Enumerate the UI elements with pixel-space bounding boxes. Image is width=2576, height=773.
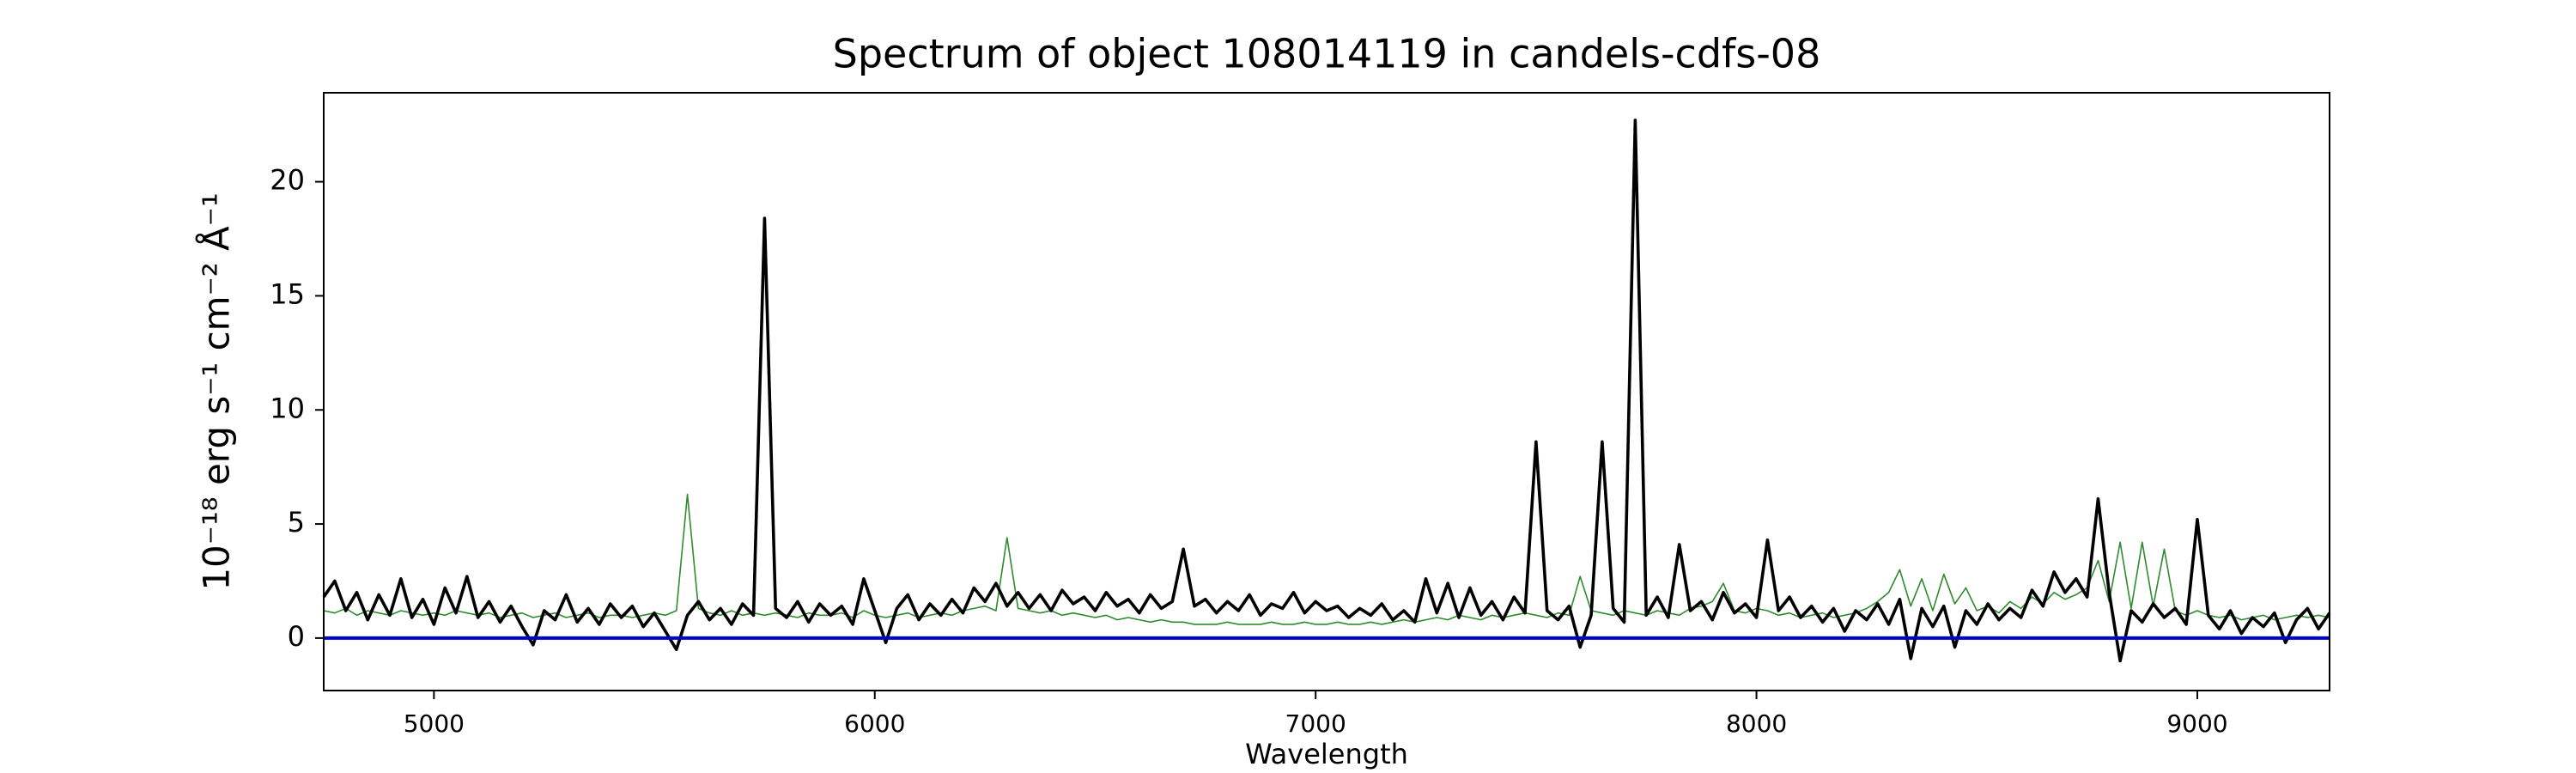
- plot-frame: [323, 92, 2330, 691]
- spectrum-line: [323, 493, 2330, 625]
- x-tick-label: 7000: [1285, 709, 1346, 738]
- x-tick-label: 8000: [1726, 709, 1787, 738]
- x-tick-label: 6000: [844, 709, 905, 738]
- spectrum-line: [322, 119, 2331, 663]
- y-tick-label: 0: [288, 620, 305, 653]
- y-tick-label: 5: [288, 506, 305, 539]
- y-tick-label: 15: [270, 277, 305, 310]
- y-tick-label: 20: [270, 164, 305, 197]
- y-tick-label: 10: [270, 392, 305, 424]
- x-tick-label: 5000: [404, 709, 465, 738]
- x-tick-label: 9000: [2166, 709, 2227, 738]
- x-axis-label: Wavelength: [1245, 738, 1408, 770]
- chart-title: Spectrum of object 108014119 in candels-…: [833, 31, 1821, 77]
- y-axis-label: 10⁻¹⁸ erg s⁻¹ cm⁻² Å⁻¹: [195, 192, 238, 590]
